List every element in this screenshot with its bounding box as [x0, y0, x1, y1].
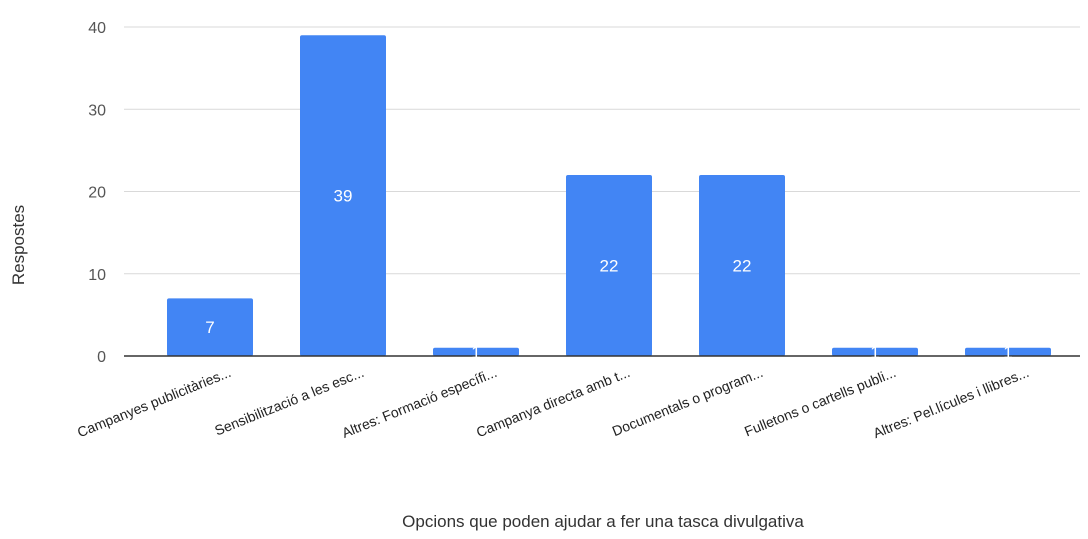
- bar: [300, 35, 386, 356]
- bars: [167, 35, 1051, 356]
- x-tick-label: Campanyes publicitàries...: [75, 364, 233, 440]
- bar: [167, 298, 253, 356]
- x-tick-label: Documentals o program...: [610, 364, 765, 439]
- data-label: 1: [870, 343, 879, 362]
- data-labels: 7 39 1 22 22 1 1: [205, 187, 1012, 362]
- y-tick-label: 0: [97, 349, 106, 366]
- data-label: 22: [600, 257, 619, 276]
- data-label: 22: [733, 257, 752, 276]
- bar: [965, 347, 1051, 356]
- data-label: 39: [334, 187, 353, 206]
- y-tick-label: 30: [88, 102, 106, 119]
- x-tick-labels: Campanyes publicitàries...Sensibilitzaci…: [75, 364, 1031, 441]
- data-label: 1: [1003, 343, 1012, 362]
- bar: [699, 175, 785, 356]
- y-tick-labels: 0 10 20 30 40: [88, 20, 106, 366]
- data-label: 7: [205, 318, 214, 337]
- y-axis-title: Respostes: [9, 205, 28, 285]
- x-axis-title: Opcions que poden ajudar a fer una tasca…: [402, 512, 804, 531]
- y-tick-label: 10: [88, 267, 106, 284]
- bar: [566, 175, 652, 356]
- data-label: 1: [471, 343, 480, 362]
- y-tick-label: 20: [88, 185, 106, 202]
- bar: [433, 347, 519, 356]
- bar: [832, 347, 918, 356]
- y-tick-label: 40: [88, 20, 106, 37]
